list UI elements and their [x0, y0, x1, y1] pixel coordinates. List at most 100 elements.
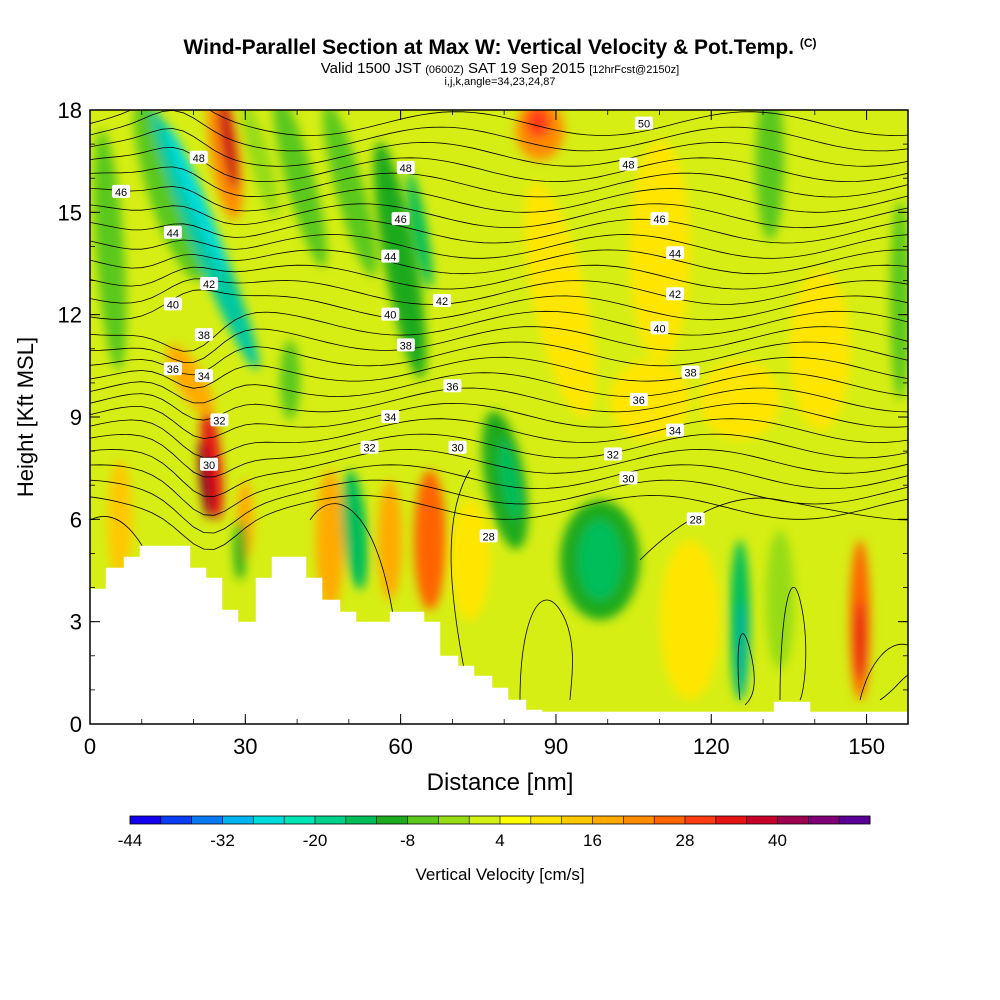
colorbar-swatch [222, 816, 254, 824]
svg-text:40: 40 [384, 310, 396, 322]
isentrope-line [859, 643, 908, 701]
svg-text:32: 32 [363, 443, 375, 455]
svg-text:46: 46 [395, 214, 407, 226]
svg-text:42: 42 [203, 279, 215, 291]
svg-text:46: 46 [115, 187, 127, 199]
isentrope-line [737, 633, 755, 706]
y-tick-label: 15 [58, 200, 82, 225]
isentrope-label: 48 [189, 150, 208, 165]
velocity-cell [133, 110, 207, 281]
svg-text:30: 30 [203, 460, 215, 472]
isentrope-label: 28 [479, 529, 498, 543]
velocity-cell [498, 440, 522, 520]
isentrope-line [90, 326, 908, 363]
isentrope-label: 34 [194, 369, 213, 383]
velocity-cell [316, 470, 344, 610]
colorbar-swatch [284, 816, 316, 824]
isentrope-label: 28 [686, 512, 705, 526]
velocity-cell [166, 125, 228, 275]
velocity-cell [700, 360, 780, 440]
velocity-cell [407, 170, 433, 290]
isentrope-line [90, 341, 908, 376]
x-tick-label: 90 [544, 734, 568, 759]
isentrope-line [90, 218, 908, 244]
colorbar-tick-label: -20 [303, 831, 328, 850]
colorbar-swatch [160, 816, 192, 824]
y-axis-label: Height [Kft MSL] [13, 337, 38, 497]
isentrope-line [90, 464, 908, 516]
velocity-cell [855, 600, 865, 680]
colorbar-swatch [530, 816, 562, 824]
colorbar-swatch [469, 816, 501, 824]
velocity-cell [280, 340, 300, 420]
colorbar-swatch [777, 816, 809, 824]
x-tick-label: 150 [848, 734, 885, 759]
velocity-cell [660, 540, 720, 700]
isentrope-label: 48 [619, 157, 638, 172]
terrain-mask [90, 545, 908, 724]
svg-text:50: 50 [638, 119, 650, 131]
velocity-cell [630, 140, 690, 360]
isentrope-line [90, 110, 908, 152]
velocity-cell [150, 110, 260, 370]
velocity-cell [341, 470, 369, 590]
velocity-cell [526, 110, 550, 138]
y-tick-label: 9 [70, 405, 82, 430]
y-tick-label: 3 [70, 610, 82, 635]
svg-text:38: 38 [400, 340, 412, 352]
svg-text:32: 32 [607, 450, 619, 462]
x-tick-label: 60 [388, 734, 412, 759]
isentrope-label: 44 [381, 249, 400, 264]
colorbar-swatch [315, 816, 347, 824]
x-tick-label: 30 [233, 734, 257, 759]
svg-text:30: 30 [451, 443, 463, 455]
svg-text:42: 42 [436, 296, 448, 308]
isentrope-line [90, 402, 908, 440]
isentrope-line [90, 448, 908, 497]
velocity-cell [93, 130, 127, 370]
y-tick-label: 12 [58, 303, 82, 328]
isentrope-label: 48 [396, 160, 415, 175]
isentrope-line [90, 278, 908, 305]
isentrope-line [90, 433, 908, 478]
isentrope-line [90, 166, 908, 198]
svg-text:42: 42 [669, 289, 681, 301]
x-axis-label: Distance [nm] [427, 769, 574, 796]
isentrope-label: 40 [381, 307, 400, 322]
terrain [90, 545, 908, 724]
isentrope-label: 34 [666, 423, 685, 438]
isentrope-line [90, 264, 908, 290]
colorbar-swatch [839, 816, 871, 824]
isentrope-label: 46 [650, 212, 669, 226]
svg-text:48: 48 [400, 163, 412, 175]
svg-text:48: 48 [622, 160, 634, 172]
isentrope-line [90, 110, 908, 137]
isentrope-label: 36 [629, 392, 648, 407]
isentrope-label: 42 [433, 294, 452, 308]
velocity-cell [578, 520, 622, 600]
svg-text:28: 28 [690, 514, 702, 526]
isentrope-label: 30 [448, 440, 467, 455]
isentrope-line [639, 497, 908, 561]
velocity-cell [524, 182, 596, 418]
isentrope-label: 32 [210, 413, 229, 427]
velocity-cell [241, 110, 279, 219]
colorbar-swatch [808, 816, 840, 824]
svg-text:36: 36 [446, 381, 458, 393]
isentrope-label: 38 [194, 328, 213, 342]
isentrope-label: 44 [163, 225, 182, 240]
x-tick-label: 120 [693, 734, 730, 759]
isentrope-label: 32 [360, 440, 379, 455]
chart-indices: i,j,k,angle=34,23,24,87 [444, 76, 556, 88]
isentrope-line [90, 495, 908, 550]
isentrope-line [779, 586, 807, 701]
colorbar-swatch [438, 816, 470, 824]
isentrope-label: 38 [681, 365, 700, 380]
velocity-cell [737, 600, 747, 700]
isentrope-line [90, 249, 908, 275]
svg-text:44: 44 [167, 228, 179, 240]
y-tick-label: 0 [70, 712, 82, 737]
